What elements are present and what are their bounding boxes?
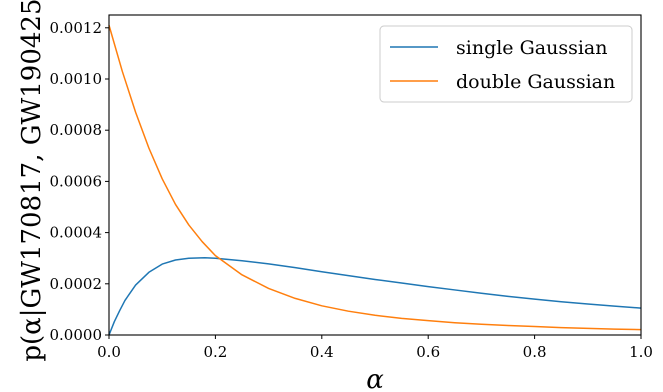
y-axis: 0.0000 0.0002 0.0004 0.0006 0.0008 0.0010 0.00… [50,19,109,344]
series-line-double-gaussian [108,25,642,331]
y-tick-label: 0.0010 [50,70,103,88]
y-tick-label: 0.0008 [50,121,103,139]
x-tick-label: 0.6 [416,343,440,361]
legend-label-single-gaussian: single Gaussian [456,37,607,59]
series-line-single-gaussian [108,256,642,336]
legend-label-double-gaussian: double Gaussian [456,71,615,93]
x-tick-label: 0.0 [97,343,121,361]
x-tick-label: 0.2 [203,343,227,361]
x-axis: 0.0 0.2 0.4 0.6 0.8 1.0 [97,335,653,361]
y-tick-label: 0.0000 [50,326,103,344]
legend-box [379,25,633,103]
x-tick-label: 0.8 [523,343,547,361]
y-tick-label: 0.0002 [50,275,103,293]
x-tick-label: 0.4 [310,343,334,361]
y-tick-label: 0.0004 [50,224,103,242]
plot-frame [108,14,642,336]
y-tick-label: 0.0012 [50,19,103,37]
y-tick-label: 0.0006 [50,172,103,190]
legend: single Gaussian double Gaussian [379,25,633,103]
x-tick-label: 1.0 [629,343,653,361]
y-axis-label: p(α|GW170817, GW190425) [17,0,47,362]
x-axis-label: α [366,365,384,392]
plot-lines [108,25,642,336]
